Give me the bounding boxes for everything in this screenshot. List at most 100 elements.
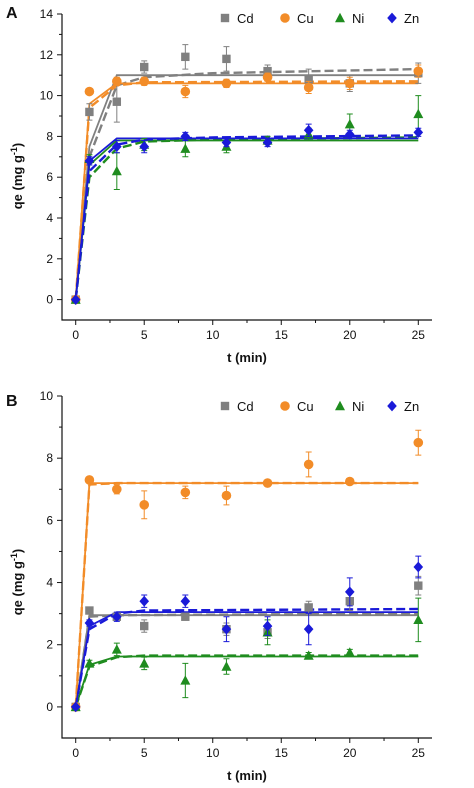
panel-a-point-ni: [111, 165, 122, 176]
panel-a-point-zn: [262, 137, 273, 148]
panel-b-legend-label-zn: Zn: [404, 399, 419, 414]
panel-a-point-cd: [263, 66, 272, 76]
panel-b-y-tick-label: 8: [46, 451, 53, 465]
panel-b-point-cu: [139, 500, 150, 510]
panel-a-point-cu: [262, 72, 273, 83]
panel-a-y-axis-label: qe (mg g-1): [9, 143, 25, 210]
panel-b-point-ni: [221, 661, 232, 671]
panel-b-x-tick-label: 25: [412, 746, 426, 760]
panel-b-point-cu: [84, 475, 95, 485]
panel-a-legend-marker-cd: [220, 13, 230, 23]
panel-b-point-zn: [180, 595, 191, 607]
panel-a-y-tick-label: 8: [46, 129, 53, 143]
panel-b-point-cd: [304, 603, 313, 612]
panel-b-point-zn: [70, 701, 81, 713]
panel-b-y-tick-label: 2: [46, 638, 53, 652]
panel-a-point-ni: [344, 118, 355, 129]
panel-b-y-tick-label: 4: [46, 576, 53, 590]
panel-a-legend-label-ni: Ni: [352, 11, 364, 26]
panel-b-legend-marker-ni: [335, 400, 345, 411]
panel-b-legend-label-cd: Cd: [237, 399, 254, 414]
panel-a-fit-line-cu: [74, 82, 419, 300]
panel-a-fit-dashed-ni: [74, 136, 419, 300]
panel-b-point-zn: [344, 586, 355, 598]
panel-a-point-cu: [139, 76, 150, 87]
panel-a-x-tick-label: 25: [412, 328, 426, 342]
panel-a-point-zn: [413, 126, 424, 138]
panel-a-y-tick-label: 2: [46, 252, 53, 266]
panel-a-fit-dashed-zn: [74, 134, 419, 300]
panel-b-point-cu: [303, 459, 314, 470]
panel-a-legend-label-cd: Cd: [237, 11, 254, 26]
panel-b-fit-line-cd: [74, 614, 419, 708]
panel-b-point-cd: [85, 606, 94, 615]
panel-a-point-zn: [180, 131, 191, 142]
panel-b-legend-marker-cu: [280, 401, 290, 411]
panel-b-x-axis-label: t (min): [227, 768, 267, 783]
panel-a-y-tick-label: 10: [40, 89, 54, 103]
panel-a-x-axis-label: t (min): [227, 350, 267, 365]
panel-b-point-cu: [344, 476, 355, 487]
panel-b-point-zn: [221, 623, 232, 635]
panel-b-fit-line-ni: [74, 655, 419, 708]
panel-a-label: A: [6, 5, 18, 22]
panel-a-x-tick-label: 15: [275, 328, 289, 342]
panel-b-point-zn: [139, 595, 150, 607]
panel-b-point-cd: [140, 621, 149, 631]
panel-b-point-zn: [262, 620, 273, 632]
panel-a-point-cu: [112, 76, 122, 87]
panel-b-point-cu: [413, 437, 424, 448]
panel-a: A t (min) qe (mg g-1) 0 5 10 15 20 25 0 2 4 6 8 10 1…: [6, 5, 432, 365]
panel-b-fit-dashed-cd: [74, 612, 419, 708]
panel-a-fit-line-cd: [74, 74, 419, 300]
panel-b-point-ni: [84, 658, 95, 668]
panel-a-point-cu: [344, 78, 355, 89]
panel-b-y-tick-label: 0: [46, 700, 53, 714]
panel-a-legend-marker-ni: [335, 12, 345, 23]
panel-b-x-tick-label: 10: [206, 746, 220, 760]
panel-b-point-ni: [413, 614, 424, 625]
panel-a-legend-marker-cu: [280, 13, 290, 23]
panel-b-fit-dashed-ni: [74, 654, 419, 708]
panel-a-fit-line-zn: [74, 137, 419, 300]
panel-a-x-tick-label: 5: [141, 328, 148, 342]
panel-b-label: B: [6, 393, 18, 410]
panel-b-point-cu: [221, 490, 232, 501]
panel-a-point-cu: [180, 86, 191, 97]
panel-a-y-tick-label: 6: [46, 170, 53, 184]
panel-b-point-ni: [344, 647, 355, 657]
panel-b-fit-dashed-zn: [74, 607, 419, 708]
panel-b-legend-marker-zn: [387, 400, 397, 412]
panel-b-fit-dashed-cu: [74, 481, 419, 707]
panel-b-point-cd: [181, 612, 190, 621]
panel-a-fit-dashed-cd: [74, 67, 419, 300]
panel-b-axes: [61, 396, 432, 739]
panel-a-point-zn: [84, 155, 95, 167]
panel-b-fit-line-cu: [74, 482, 419, 707]
panel-a-point-zn: [112, 141, 122, 152]
panel-a-point-zn: [70, 294, 81, 305]
panel-a-point-zn: [303, 124, 314, 136]
panel-a-y-tick-label: 14: [40, 7, 54, 21]
panel-a-axes: [61, 14, 432, 321]
panel-a-x-tick-label: 0: [72, 328, 79, 342]
panel-b-x-tick-label: 0: [72, 746, 79, 760]
panel-a-point-ni: [180, 143, 191, 153]
panel-a-y-tick-label: 4: [46, 211, 53, 225]
panel-a-point-cu: [221, 78, 232, 89]
panel-b-point-zn: [303, 623, 314, 635]
panel-a-fit-line-ni: [74, 139, 419, 300]
panel-b-legend-marker-cd: [220, 401, 230, 411]
panel-a-point-zn: [221, 137, 232, 148]
panel-a-point-zn: [139, 141, 150, 152]
panel-a-point-ni: [413, 108, 424, 119]
panel-b-legend-label-cu: Cu: [297, 399, 314, 414]
panel-b-point-zn: [413, 561, 424, 573]
panel-b-legend-label-ni: Ni: [352, 399, 364, 414]
panel-a-point-cd: [304, 75, 313, 84]
panel-b-y-tick-label: 10: [40, 389, 54, 403]
panel-a-point-cd: [222, 54, 231, 64]
panel-b-point-cu: [112, 484, 122, 495]
panel-b-y-tick-label: 6: [46, 513, 53, 527]
